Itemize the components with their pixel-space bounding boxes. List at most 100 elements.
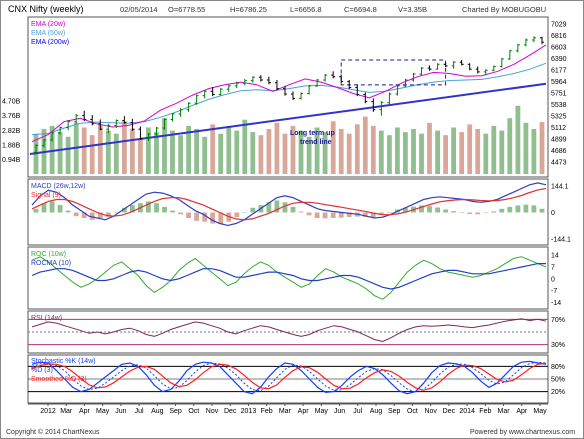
volume-bar <box>194 129 199 174</box>
volume-bar <box>113 133 119 174</box>
annotation-line-2: trend line <box>300 139 332 146</box>
price-tick-label: 7029 <box>551 21 567 28</box>
macd-histogram-bar <box>531 205 537 213</box>
macd-histogram-bar <box>322 212 328 219</box>
legend-rocma: ROCMA (10) <box>31 260 71 267</box>
quote-volume: V=3.35B <box>398 5 427 14</box>
macd-histogram-bar <box>483 212 489 214</box>
x-axis-label: May <box>96 408 110 415</box>
x-axis-label: Mar <box>498 408 511 415</box>
rsi-legend: RSI (14w) <box>31 315 62 322</box>
x-axis-label: Apr <box>516 408 528 415</box>
volume-bar <box>467 124 473 174</box>
macd-histogram-bar <box>427 206 432 213</box>
chart-footer: Copyright © 2014 ChartNexus Powered by w… <box>6 428 575 436</box>
chart-title: CNX Nifty (weekly) <box>8 4 84 14</box>
volume-bar <box>298 130 304 174</box>
quote-high: H=6786.25 <box>230 5 267 14</box>
axis-labels: 7029 6816 6603 6390 6177 5964 5751 5538 5325 5112… <box>2 21 571 415</box>
x-axis-label: Jun <box>115 408 126 415</box>
x-axis-label: Aug <box>370 408 383 415</box>
trend-annotation: Long term up trend line <box>290 130 335 146</box>
macd-histogram-bar <box>178 212 183 215</box>
volume-bar <box>97 124 103 174</box>
volume-bar <box>515 105 521 174</box>
rsi-tick-label: 70% <box>551 317 565 324</box>
macd-tick-label: 0 <box>551 210 555 217</box>
rsi-line <box>31 318 547 343</box>
macd-line <box>31 182 547 227</box>
consolidation-box <box>340 59 447 86</box>
x-axis-label: 2014 <box>459 408 475 415</box>
stochastic-legend: Stochastic %K (14w) %D (3) Smoothed %D (… <box>31 358 96 383</box>
macd-histogram-bar <box>33 208 39 213</box>
quote-date: 02/05/2014 <box>120 5 158 14</box>
roc-legend: ROC (10w) ROCMA (10) <box>31 251 71 267</box>
macd-histogram-bar <box>346 212 352 218</box>
volume-bar <box>491 125 497 174</box>
volume-bar <box>162 118 167 174</box>
stochastic-d-line <box>31 361 547 393</box>
x-axis-label: Jul <box>135 408 144 415</box>
x-axis-label: Feb <box>479 408 491 415</box>
macd-histogram-bar <box>122 207 127 213</box>
macd-histogram-bar <box>186 212 191 218</box>
volume-bar <box>234 130 240 174</box>
macd-histogram-bar <box>499 208 505 213</box>
x-axis-label: Mar <box>60 408 73 415</box>
volume-tick-label: 0.94B <box>2 157 21 164</box>
macd-histogram-bar <box>41 203 47 213</box>
roc-tick-label: 14 <box>551 253 559 260</box>
volume-bar <box>202 136 208 174</box>
price-tick-label: 5538 <box>551 102 567 109</box>
volume-bar <box>435 130 440 174</box>
x-axis-label: Dec <box>443 408 456 415</box>
legend-rsi: RSI (14w) <box>31 315 62 322</box>
volume-bar <box>443 135 448 174</box>
x-axis-label: Feb <box>261 408 273 415</box>
macd-histogram-bar <box>491 211 497 213</box>
macd-histogram-bar <box>451 211 456 213</box>
legend-roc: ROC (10w) <box>31 251 66 258</box>
x-axis-label: 2012 <box>40 408 56 415</box>
macd-histogram-bar <box>162 206 167 213</box>
ema-20-line <box>31 44 547 143</box>
ema-50-line <box>31 62 547 136</box>
volume-bar <box>531 129 537 174</box>
volume-bar <box>210 124 216 174</box>
stochastic-tick-label: 20% <box>551 389 565 396</box>
macd-histogram-bar <box>306 212 312 216</box>
x-axis-label: Oct <box>407 408 418 415</box>
volume-bar <box>290 125 296 174</box>
price-tick-label: 4899 <box>551 136 567 143</box>
volume-bar <box>282 133 288 174</box>
volume-bar <box>170 130 175 174</box>
macd-histogram-bar <box>435 207 440 213</box>
volume-bar <box>49 125 55 174</box>
macd-histogram-bar <box>419 205 424 213</box>
volume-bar <box>419 133 424 174</box>
legend-ema50: EMA (50w) <box>31 30 65 37</box>
macd-histogram-bar <box>314 212 320 218</box>
macd-histogram-bar <box>298 211 304 213</box>
macd-tick-label: 144.1 <box>551 183 569 190</box>
quote-low: L=6656.8 <box>290 5 322 14</box>
volume-bar <box>146 127 151 174</box>
volume-bar <box>218 133 224 174</box>
volume-bar <box>186 125 191 174</box>
macd-histogram-bar <box>539 208 545 213</box>
volume-bar <box>539 122 545 174</box>
volume-bar <box>105 130 111 174</box>
rsi-tick-label: 30% <box>551 342 565 349</box>
legend-stoch-k: Stochastic %K (14w) <box>31 358 96 365</box>
macd-histogram-bar <box>475 212 481 215</box>
trend-line <box>29 82 547 155</box>
volume-bar <box>57 132 63 174</box>
macd-histogram-bar <box>459 212 465 213</box>
price-tick-label: 5112 <box>551 125 566 132</box>
volume-bar <box>362 116 368 174</box>
volume-bar <box>314 127 320 174</box>
volume-bar <box>258 135 264 174</box>
macd-histogram-bar <box>523 204 529 213</box>
macd-histogram-bar <box>218 212 224 224</box>
